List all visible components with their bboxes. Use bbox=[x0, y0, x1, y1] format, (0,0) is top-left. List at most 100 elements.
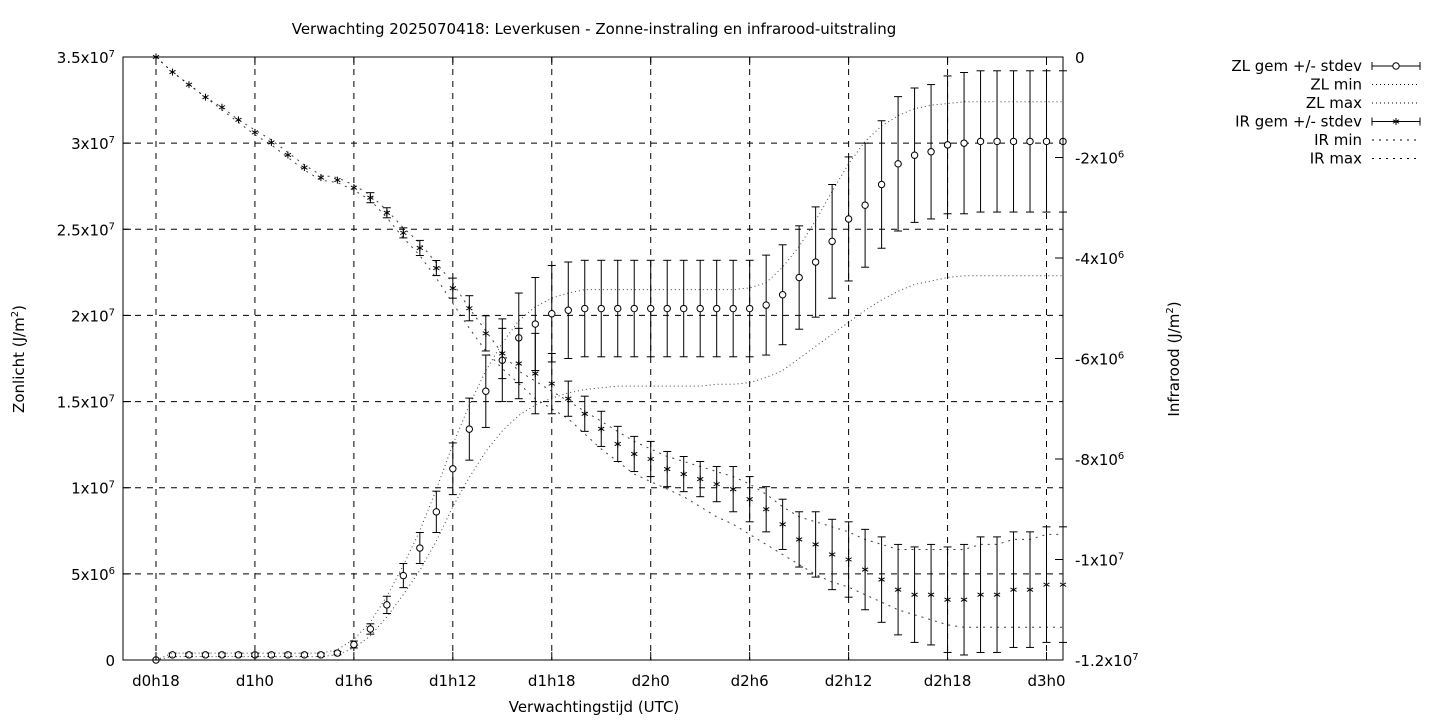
data-point bbox=[449, 465, 457, 473]
data-point-stroke bbox=[729, 486, 737, 492]
legend-label: ZL max bbox=[1306, 94, 1362, 112]
data-point-stroke bbox=[647, 456, 655, 462]
data-point-stroke bbox=[614, 441, 622, 447]
data-point bbox=[828, 237, 836, 246]
y2-tick-label: -4x106 bbox=[1075, 250, 1124, 268]
data-point bbox=[614, 440, 622, 448]
y-tick-label: 5x106 bbox=[71, 566, 115, 584]
data-point bbox=[894, 586, 902, 594]
data-point bbox=[531, 370, 539, 378]
y-tick-label-exponent: 6 bbox=[109, 566, 115, 577]
data-point-stroke bbox=[762, 507, 770, 512]
y2-tick-label: -2x106 bbox=[1075, 150, 1124, 168]
legend-label: IR gem +/- stdev bbox=[1235, 113, 1362, 131]
data-point bbox=[630, 450, 638, 458]
data-point bbox=[466, 304, 473, 312]
data-point-stroke bbox=[548, 381, 556, 386]
data-point bbox=[1026, 137, 1034, 146]
data-point bbox=[680, 304, 688, 313]
data-point bbox=[416, 544, 424, 552]
series-line-ir-min bbox=[155, 56, 1063, 628]
x-tick-label: d0h18 bbox=[132, 672, 180, 690]
data-point bbox=[482, 387, 490, 395]
data-point bbox=[581, 410, 589, 418]
data-point bbox=[333, 649, 342, 657]
y2-tick-label: -6x106 bbox=[1075, 351, 1124, 369]
y-tick-label-exponent: 7 bbox=[109, 49, 115, 60]
y-tick-label-mantissa: 1.5x10 bbox=[57, 394, 109, 412]
data-point-stroke bbox=[482, 331, 490, 336]
data-point bbox=[729, 304, 737, 313]
data-point bbox=[943, 141, 952, 149]
data-point bbox=[878, 576, 885, 584]
data-point bbox=[977, 591, 984, 599]
x-tick-label: d2h12 bbox=[825, 672, 873, 690]
y-tick-label-mantissa: 0 bbox=[105, 652, 115, 670]
data-point-stroke bbox=[383, 210, 391, 215]
data-point bbox=[712, 304, 721, 313]
data-point-stroke bbox=[235, 117, 242, 122]
series-line-ir-max bbox=[155, 56, 1063, 550]
data-point-stroke bbox=[499, 351, 506, 356]
data-point bbox=[1043, 581, 1050, 589]
y-tick-label-mantissa: 3x10 bbox=[71, 135, 109, 153]
data-point bbox=[812, 540, 819, 548]
data-point-stroke bbox=[828, 552, 836, 557]
data-point-stroke bbox=[1026, 587, 1034, 592]
data-point-stroke bbox=[911, 592, 918, 597]
data-point bbox=[284, 151, 292, 159]
data-point bbox=[762, 301, 770, 309]
y-tick-label: 3x107 bbox=[71, 135, 115, 153]
y2-tick-label-mantissa: 0 bbox=[1075, 49, 1085, 67]
data-point-stroke bbox=[400, 230, 407, 236]
data-point-stroke bbox=[515, 361, 523, 366]
data-point-stroke bbox=[993, 592, 1001, 597]
data-point bbox=[301, 164, 308, 172]
data-point bbox=[993, 591, 1001, 599]
data-point-stroke bbox=[630, 451, 638, 457]
y-tick-label-mantissa: 2.5x10 bbox=[57, 221, 109, 239]
y-axis-label-base: Zonlicht (J/m bbox=[10, 317, 28, 413]
data-point bbox=[779, 520, 786, 528]
y-tick-label-mantissa: 3.5x10 bbox=[57, 49, 109, 67]
data-point-stroke bbox=[779, 522, 786, 527]
y-tick-label-exponent: 7 bbox=[109, 307, 115, 318]
chart-title: Verwachting 2025070418: Leverkusen - Zon… bbox=[292, 20, 897, 38]
data-point-stroke bbox=[466, 306, 473, 311]
y2-tick-label: -8x106 bbox=[1075, 451, 1124, 469]
y2-tick-label: -1x107 bbox=[1075, 552, 1124, 570]
y-axis-label-sup: 2 bbox=[10, 311, 21, 317]
y-tick-label: 1.5x107 bbox=[57, 394, 115, 412]
data-point-stroke bbox=[977, 592, 984, 597]
data-point-stroke bbox=[268, 140, 275, 145]
grid bbox=[123, 57, 1063, 660]
y-tick-label-mantissa: 5x10 bbox=[71, 566, 109, 584]
data-point bbox=[778, 291, 787, 299]
data-point bbox=[1042, 137, 1051, 146]
data-point-stroke bbox=[894, 587, 902, 592]
data-point bbox=[366, 625, 375, 633]
data-point bbox=[531, 320, 539, 328]
x-tick-label: d1h6 bbox=[335, 672, 373, 690]
data-point bbox=[548, 310, 556, 318]
data-point-stroke bbox=[663, 466, 671, 472]
data-point bbox=[663, 304, 671, 313]
y-tick-label: 2x107 bbox=[71, 307, 115, 325]
data-point-stroke bbox=[746, 497, 753, 502]
data-point-stroke bbox=[696, 476, 704, 482]
legend-label: IR min bbox=[1314, 131, 1362, 149]
x-tick-label: d3h0 bbox=[1027, 672, 1065, 690]
data-point bbox=[960, 596, 968, 604]
y2-tick-label-exponent: 6 bbox=[1118, 451, 1124, 462]
data-point bbox=[828, 550, 836, 558]
series-layer bbox=[152, 53, 1067, 664]
data-point bbox=[927, 591, 935, 599]
y-tick-label-exponent: 7 bbox=[109, 221, 115, 232]
legend-label: IR max bbox=[1310, 150, 1362, 168]
series-line-zl-min bbox=[155, 275, 1063, 661]
data-point-stroke bbox=[861, 567, 869, 572]
x-tick-label: d1h12 bbox=[429, 672, 477, 690]
y2-tick-label-exponent: 6 bbox=[1118, 150, 1124, 161]
